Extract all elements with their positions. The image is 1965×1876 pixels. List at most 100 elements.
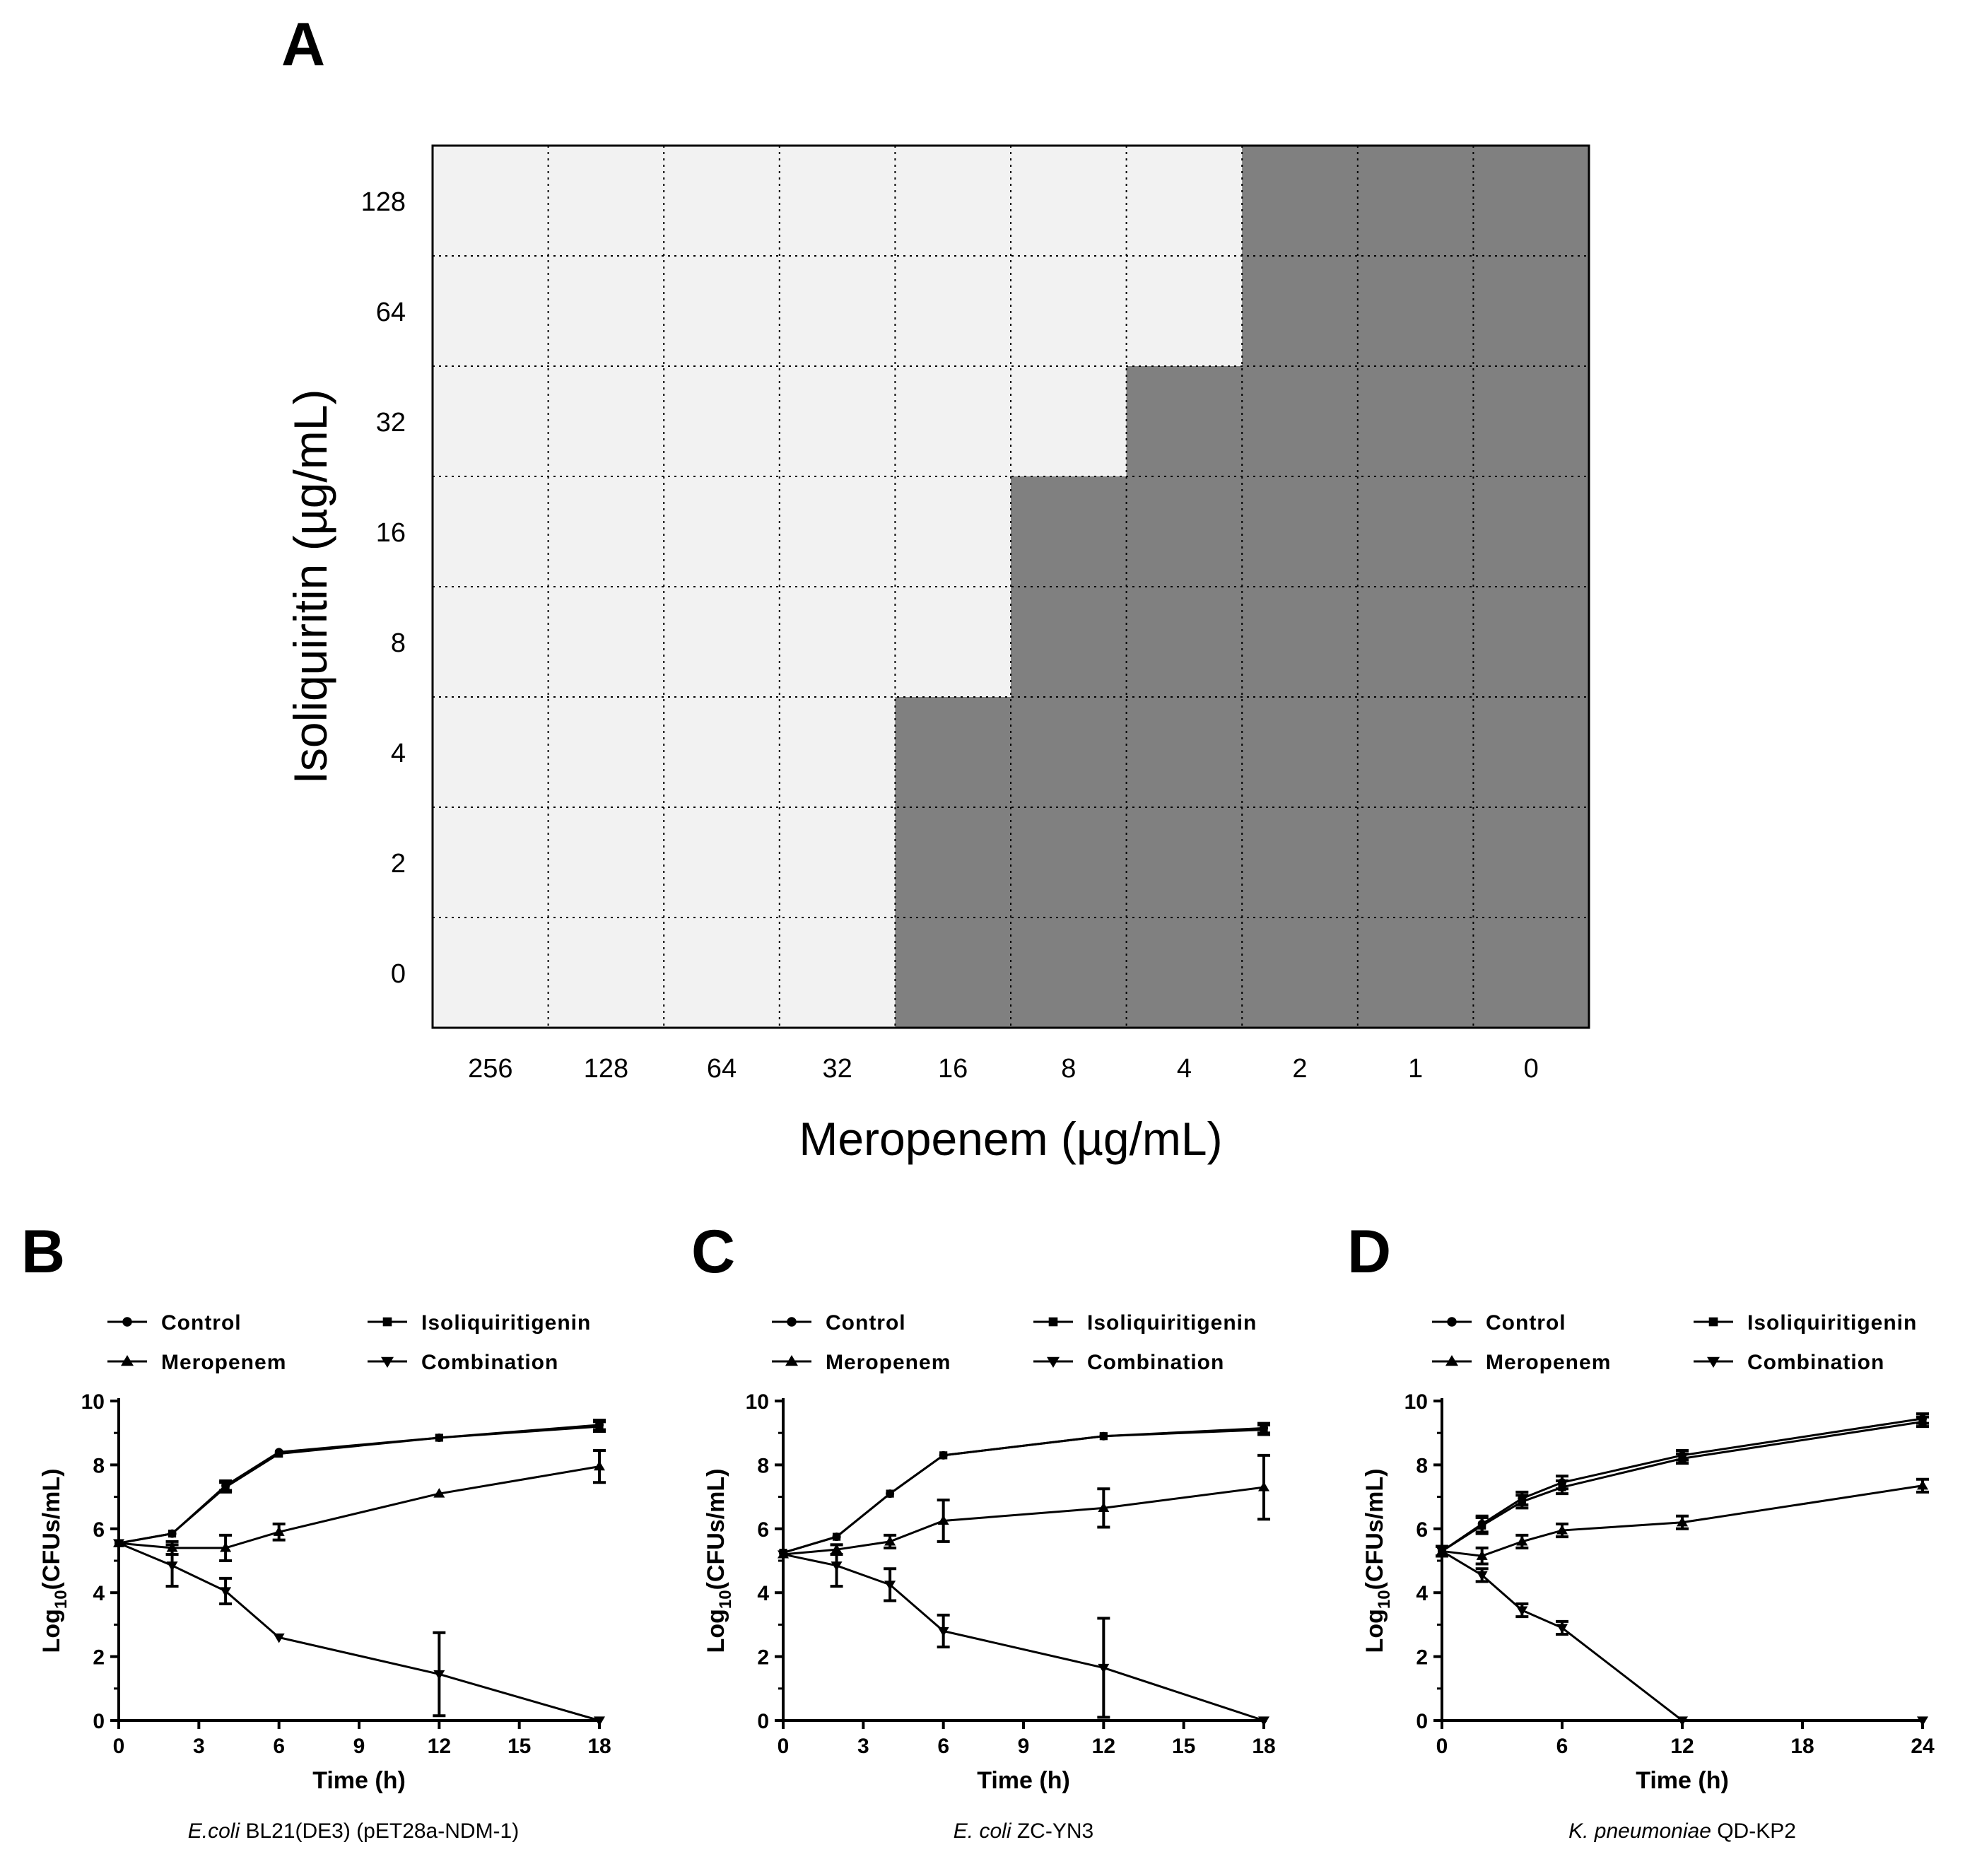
y-tick-label: 10: [746, 1390, 769, 1414]
series-marker-triangle-up: [1917, 1479, 1928, 1490]
heatmap-cell: [548, 587, 664, 698]
legend-label: Isoliquiritigenin: [1087, 1311, 1257, 1335]
heatmap-cell: [895, 256, 1011, 367]
series-marker-triangle-down: [1516, 1606, 1528, 1617]
y-tick-label: 6: [93, 1518, 105, 1542]
heatmap-cell: [548, 366, 664, 477]
x-tick-label: 15: [508, 1735, 531, 1758]
heatmap-cell: [548, 918, 664, 1028]
heatmap-cell: [1011, 476, 1127, 587]
y-tick-label: 4: [1416, 1582, 1428, 1605]
series-line: [118, 1465, 600, 1549]
heatmap-x-tick: 8: [1061, 1054, 1076, 1084]
heatmap-cell: [895, 146, 1011, 257]
heatmap-cell: [1357, 587, 1474, 698]
caption-organism-italic: E. coli: [954, 1819, 1012, 1843]
legend-label: Control: [161, 1311, 242, 1335]
x-tick-label: 0: [1436, 1735, 1448, 1758]
heatmap-cell: [433, 476, 549, 587]
series-marker-triangle-down: [1677, 1716, 1688, 1726]
series-isoliquiritigenin: [779, 1423, 1270, 1557]
heatmap-cell: [895, 697, 1011, 808]
series-marker-triangle-up: [1445, 1355, 1458, 1366]
time-kill-chart-b: Control Meropenem Isoliquiritigenin Combina…: [38, 1311, 611, 1843]
series-marker-triangle-up: [1556, 1525, 1568, 1535]
y-tick-label: 6: [757, 1518, 769, 1542]
series-marker-triangle-up: [433, 1488, 445, 1498]
series-line: [782, 1429, 1265, 1554]
series-marker-square: [168, 1529, 177, 1538]
caption-organism-italic: E.coli: [188, 1819, 241, 1843]
heatmap-cell: [548, 697, 664, 808]
series-marker-triangle-down: [433, 1670, 445, 1680]
y-axis-label-log: Log: [38, 1609, 65, 1653]
x-tick-label: 24: [1911, 1735, 1935, 1758]
series-line: [782, 1486, 1265, 1556]
series-marker-square: [1558, 1483, 1566, 1491]
y-axis-label-log: Log: [703, 1609, 729, 1653]
x-tick-label: 18: [1252, 1735, 1275, 1758]
caption-strain: ZC-YN3: [1011, 1819, 1094, 1843]
series-marker-square: [1518, 1497, 1526, 1506]
heatmap-cell: [1011, 697, 1127, 808]
heatmap-cell: [664, 366, 780, 477]
series-marker-square: [1708, 1317, 1718, 1327]
heatmap-cell: [664, 587, 780, 698]
series-marker-triangle-down: [1917, 1716, 1928, 1726]
x-tick-label: 18: [1790, 1735, 1814, 1758]
heatmap-cell: [1473, 146, 1590, 257]
chart-axes: 0 2 4 6 8 10 0 3 6 9 12 15 18: [81, 1390, 611, 1758]
series-marker-square: [1048, 1317, 1058, 1327]
series-marker-triangle-up: [1516, 1535, 1528, 1546]
panel-label-a: A: [281, 11, 325, 78]
y-tick-label: 2: [757, 1646, 769, 1670]
series-marker-square: [1478, 1521, 1486, 1530]
series-marker-square: [1918, 1417, 1927, 1426]
series-marker-circle: [787, 1317, 797, 1327]
series-meropenem: [778, 1453, 1270, 1559]
series-marker-triangle-down: [220, 1587, 232, 1597]
series-marker-square: [832, 1532, 841, 1541]
series-control: [1436, 1412, 1929, 1558]
series-marker-square: [382, 1317, 392, 1327]
series-line: [782, 1426, 1265, 1554]
heatmap-cell: [779, 476, 896, 587]
heatmap-x-tick-labels: 256 128 64 32 16 8 4 2 1 0: [468, 1054, 1539, 1084]
y-tick-label: 8: [1416, 1454, 1428, 1477]
heatmap-cell: [1357, 476, 1474, 587]
y-axis-label: Log10(CFUs/mL): [38, 1469, 71, 1653]
heatmap-cell: [664, 807, 780, 918]
y-tick-label: 10: [1404, 1390, 1428, 1414]
legend-label: Meropenem: [1486, 1351, 1611, 1374]
heatmap-cell: [1242, 476, 1359, 587]
series-marker-triangle-down: [1476, 1571, 1488, 1581]
series-marker-triangle-down: [778, 1550, 789, 1560]
heatmap-cell: [433, 256, 549, 367]
heatmap-cell: [1473, 256, 1590, 367]
y-axis-label: Log10(CFUs/mL): [703, 1469, 735, 1653]
y-tick-label: 2: [1416, 1646, 1428, 1670]
heatmap-cell: [433, 366, 549, 477]
heatmap-y-tick: 8: [391, 628, 406, 658]
heatmap-y-tick: 32: [376, 408, 406, 438]
panel-label-c: C: [691, 1218, 735, 1286]
series-marker-square: [221, 1483, 230, 1491]
heatmap-x-tick: 16: [938, 1054, 968, 1084]
series-marker-triangle-up: [1098, 1502, 1110, 1513]
heatmap-cell: [1242, 697, 1359, 808]
heatmap-cell: [895, 476, 1011, 587]
time-kill-chart-d: Control Meropenem Isoliquiritigenin Combina…: [1361, 1311, 1935, 1843]
y-axis-label-subscript: 10: [1375, 1590, 1394, 1609]
heatmap-cell: [779, 587, 896, 698]
y-tick-label: 0: [757, 1710, 769, 1733]
series-line: [118, 1542, 600, 1722]
heatmap-cell: [779, 146, 896, 257]
series-marker-triangle-up: [1476, 1550, 1488, 1560]
legend-label: Meropenem: [826, 1351, 951, 1374]
heatmap-cell: [1011, 366, 1127, 477]
series-marker-square: [1678, 1454, 1687, 1462]
heatmap-y-tick: 4: [391, 739, 406, 768]
heatmap-cell: [664, 146, 780, 257]
chart-caption: E. coli ZC-YN3: [954, 1819, 1093, 1843]
heatmap-y-tick-labels: 128 64 32 16 8 4 2 0: [361, 187, 406, 989]
